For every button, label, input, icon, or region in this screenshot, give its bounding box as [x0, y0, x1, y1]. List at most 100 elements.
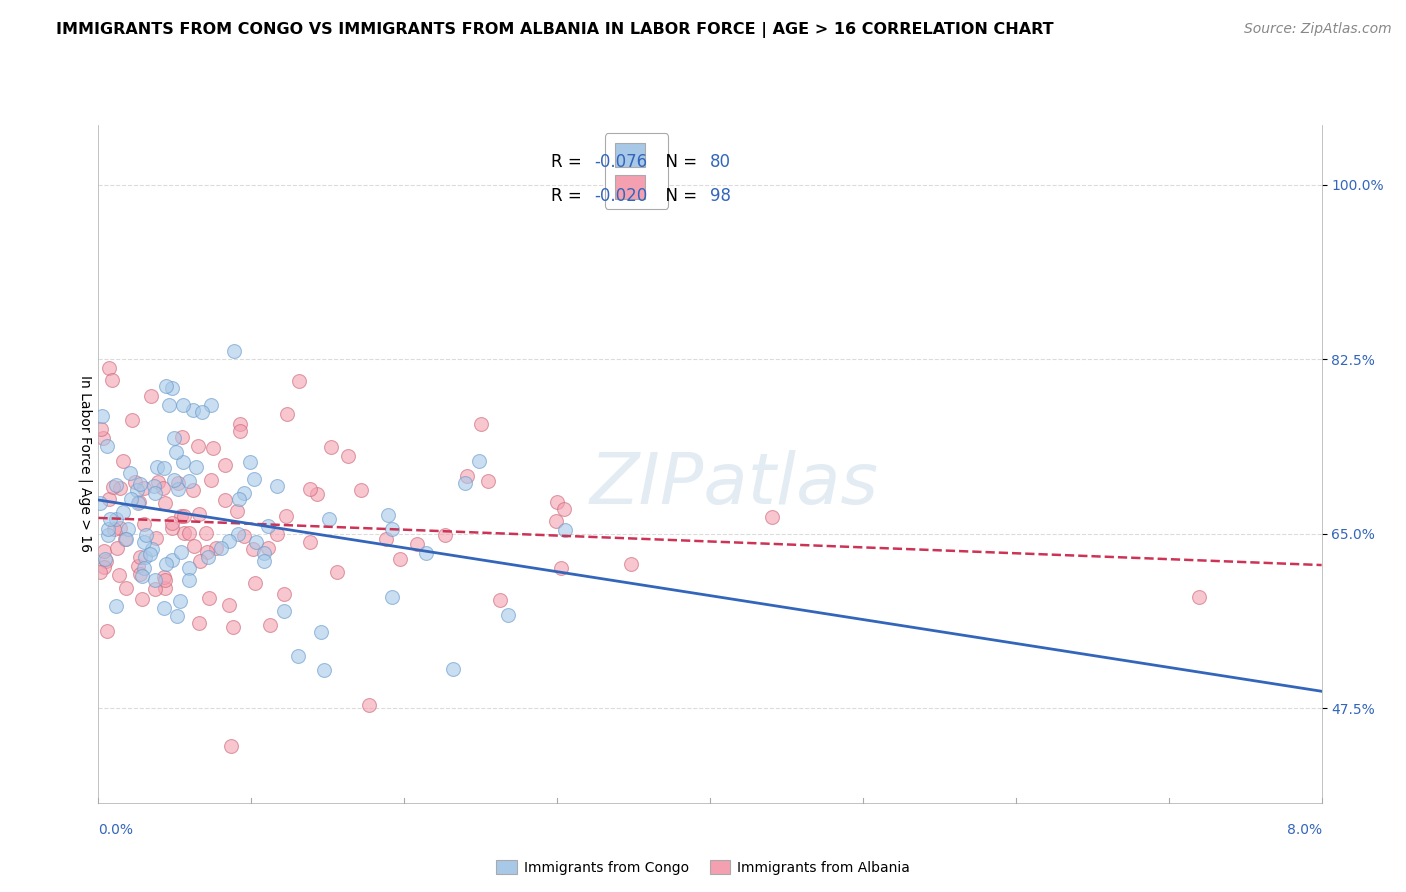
- Point: [232, 529, 254, 543]
- Point: [197, 591, 219, 605]
- Point: [288, 374, 311, 388]
- Point: [127, 559, 149, 574]
- Point: [93, 544, 115, 558]
- Point: [108, 481, 131, 495]
- Point: [153, 573, 176, 587]
- Legend: Immigrants from Congo, Immigrants from Albania: Immigrants from Congo, Immigrants from A…: [491, 855, 915, 880]
- Point: [183, 539, 205, 553]
- Point: [132, 517, 155, 532]
- Point: [381, 591, 404, 605]
- Point: [218, 534, 240, 549]
- Point: [550, 561, 572, 575]
- Point: [96, 624, 118, 638]
- Point: [170, 508, 193, 523]
- Point: [181, 403, 204, 417]
- Text: R =: R =: [551, 153, 588, 171]
- Point: [146, 475, 169, 489]
- Point: [114, 532, 136, 546]
- Point: [253, 547, 276, 561]
- Point: [108, 568, 131, 582]
- Point: [160, 553, 183, 567]
- Text: 80: 80: [710, 153, 731, 171]
- Point: [276, 407, 298, 421]
- Point: [127, 496, 149, 510]
- Point: [101, 373, 124, 387]
- Point: [97, 522, 120, 536]
- Point: [89, 496, 111, 510]
- Point: [187, 440, 209, 454]
- Text: 0.0%: 0.0%: [98, 823, 134, 837]
- Point: [145, 531, 167, 545]
- Point: [188, 554, 211, 568]
- Point: [97, 528, 120, 542]
- Point: [309, 625, 332, 640]
- Point: [184, 460, 207, 475]
- Point: [350, 483, 373, 498]
- Point: [131, 592, 153, 607]
- Point: [228, 491, 250, 506]
- Point: [546, 495, 568, 509]
- Point: [243, 576, 266, 591]
- Point: [337, 449, 360, 463]
- Point: [152, 601, 174, 615]
- Point: [111, 505, 134, 519]
- Point: [166, 609, 188, 624]
- Point: [128, 495, 150, 509]
- Point: [94, 551, 117, 566]
- Point: [187, 507, 209, 521]
- Point: [415, 546, 437, 560]
- Point: [89, 565, 111, 579]
- Point: [96, 439, 118, 453]
- Point: [139, 547, 162, 561]
- Point: [135, 528, 157, 542]
- Point: [179, 474, 201, 488]
- Point: [245, 535, 267, 549]
- Text: -0.076: -0.076: [593, 153, 647, 171]
- Point: [257, 519, 280, 533]
- Point: [157, 398, 180, 412]
- Point: [312, 663, 335, 677]
- Point: [229, 417, 252, 431]
- Point: [273, 587, 295, 601]
- Point: [553, 502, 575, 516]
- Point: [112, 454, 135, 468]
- Point: [124, 475, 146, 489]
- Point: [181, 483, 204, 497]
- Point: [163, 473, 186, 487]
- Point: [125, 483, 148, 497]
- Point: [221, 739, 243, 753]
- Point: [143, 479, 166, 493]
- Point: [326, 565, 349, 579]
- Point: [195, 525, 218, 540]
- Legend: , : ,: [605, 133, 668, 209]
- Point: [226, 503, 249, 517]
- Point: [200, 398, 222, 412]
- Point: [477, 474, 499, 488]
- Point: [94, 554, 117, 568]
- Point: [357, 698, 380, 713]
- Point: [97, 491, 120, 506]
- Point: [93, 560, 115, 574]
- Point: [152, 482, 174, 496]
- Point: [146, 459, 169, 474]
- Text: N =: N =: [655, 153, 703, 171]
- Point: [377, 508, 399, 522]
- Point: [104, 478, 127, 492]
- Point: [273, 603, 295, 617]
- Point: [103, 480, 125, 494]
- Point: [489, 592, 512, 607]
- Text: IMMIGRANTS FROM CONGO VS IMMIGRANTS FROM ALBANIA IN LABOR FORCE | AGE > 16 CORRE: IMMIGRANTS FROM CONGO VS IMMIGRANTS FROM…: [56, 22, 1054, 38]
- Point: [129, 476, 152, 491]
- Point: [546, 514, 568, 528]
- Point: [222, 620, 245, 634]
- Point: [166, 482, 188, 496]
- Point: [165, 445, 187, 459]
- Point: [454, 475, 477, 490]
- Point: [470, 417, 492, 431]
- Point: [434, 528, 457, 542]
- Point: [132, 481, 155, 495]
- Point: [229, 425, 252, 439]
- Point: [205, 541, 228, 555]
- Point: [179, 525, 201, 540]
- Point: [108, 521, 131, 535]
